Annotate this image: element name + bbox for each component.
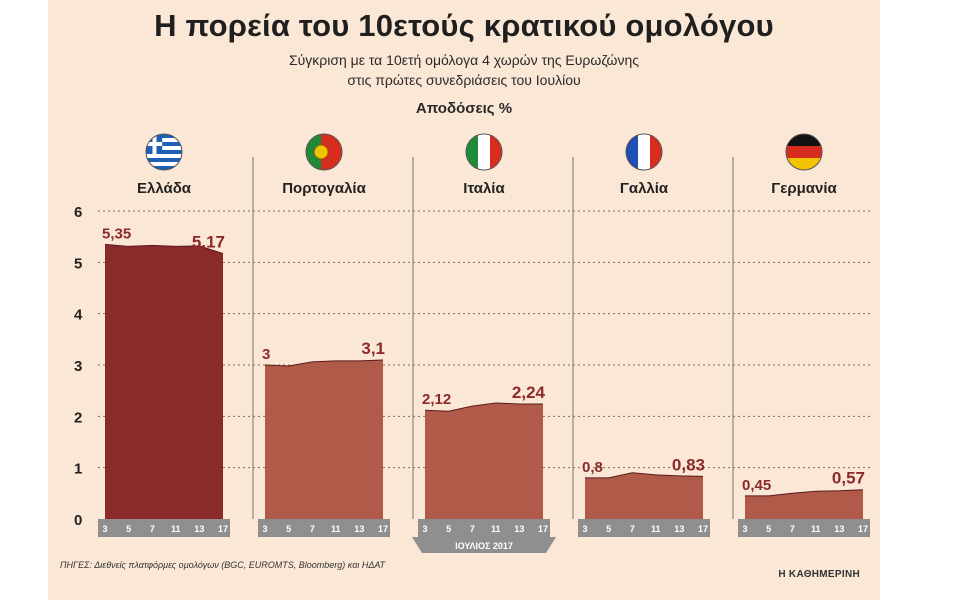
series-line: [264, 359, 384, 367]
series-name: Γαλλία: [620, 180, 669, 197]
end-value-label: 3,1: [361, 339, 385, 358]
x-tick-label: 13: [674, 524, 684, 534]
start-value-label: 0,8: [582, 459, 603, 476]
start-value-label: 0,45: [742, 477, 771, 494]
x-tick-label: 11: [651, 524, 661, 534]
y-tick-label: 2: [74, 409, 82, 426]
start-value-label: 5,35: [102, 225, 131, 242]
x-tick-label: 7: [150, 524, 155, 534]
end-value-label: 2,24: [512, 383, 546, 402]
series-line: [104, 243, 224, 255]
x-tick-label: 7: [630, 524, 635, 534]
x-tick-label: 3: [422, 524, 427, 534]
x-tick-label: 13: [834, 524, 844, 534]
x-tick-label: 3: [742, 524, 747, 534]
x-axis-band: [738, 519, 870, 537]
x-tick-label: 5: [126, 524, 131, 534]
x-tick-label: 13: [514, 524, 524, 534]
series-name: Πορτογαλία: [282, 180, 366, 197]
end-value-label: 0,83: [672, 455, 705, 474]
series-name: Γερμανία: [771, 180, 837, 197]
area-5: [745, 489, 863, 519]
x-tick-label: 7: [310, 524, 315, 534]
x-axis-band: [258, 519, 390, 537]
y-tick-label: 1: [74, 461, 82, 478]
x-tick-label: 13: [354, 524, 364, 534]
x-tick-label: 5: [766, 524, 771, 534]
x-tick-label: 3: [582, 524, 587, 534]
x-tick-label: 17: [218, 524, 228, 534]
x-tick-label: 5: [446, 524, 451, 534]
x-tick-label: 17: [858, 524, 868, 534]
x-axis-label: ΙΟΥΛΙΟΣ 2017: [455, 541, 513, 551]
y-tick-label: 4: [74, 307, 83, 324]
x-tick-label: 11: [331, 524, 341, 534]
x-tick-label: 7: [470, 524, 475, 534]
start-value-label: 2,12: [422, 391, 451, 408]
area-3: [425, 403, 543, 519]
publisher-brand: Η ΚΑΘΗΜΕΡΙΝΗ: [778, 569, 860, 580]
chart-subtitle-line1: Σύγκριση με τα 10ετή ομόλογα 4 χωρών της…: [288, 52, 640, 68]
x-axis-band: [418, 519, 550, 537]
end-value-label: 5,17: [192, 233, 225, 252]
y-tick-label: 3: [74, 358, 82, 375]
x-tick-label: 11: [811, 524, 821, 534]
area-1: [105, 244, 223, 519]
x-tick-label: 5: [286, 524, 291, 534]
y-tick-label: 5: [74, 255, 82, 272]
greece-flag: [145, 133, 183, 171]
y-tick-label: 6: [74, 204, 82, 221]
series-line: [424, 402, 543, 412]
x-tick-label: 11: [171, 524, 181, 534]
y-tick-label: 0: [74, 512, 82, 529]
unit-label: Αποδόσεις %: [415, 100, 513, 117]
chart-subtitle-line2: στις πρώτες συνεδριάσεις του Ιουλίου: [347, 72, 581, 88]
series-line: [585, 472, 704, 479]
x-tick-label: 17: [378, 524, 388, 534]
x-tick-label: 7: [790, 524, 795, 534]
area-4: [585, 472, 703, 519]
x-tick-label: 13: [194, 524, 204, 534]
series-name: Ιταλία: [463, 180, 505, 197]
chart-title: Η πορεία του 10ετούς κρατικού ομολόγου: [154, 8, 774, 43]
france-flag: [625, 133, 663, 171]
start-value-label: 3: [262, 346, 270, 363]
x-tick-label: 5: [606, 524, 611, 534]
series-line: [745, 489, 864, 497]
x-tick-label: 3: [262, 524, 267, 534]
x-tick-label: 17: [698, 524, 708, 534]
x-axis-month-tab: [412, 537, 556, 553]
x-tick-label: 17: [538, 524, 548, 534]
portugal-flag: [305, 133, 343, 171]
area-2: [265, 359, 383, 519]
x-axis-band: [98, 519, 230, 537]
italy-flag: [465, 133, 503, 171]
x-axis-band: [578, 519, 710, 537]
x-tick-label: 11: [491, 524, 501, 534]
source-note: ΠΗΓΕΣ: Διεθνείς πλατφόρμες ομολόγων (BGC…: [60, 560, 385, 570]
x-tick-label: 3: [102, 524, 107, 534]
end-value-label: 0,57: [832, 469, 865, 488]
germany-flag: [785, 133, 823, 171]
series-name: Ελλάδα: [137, 180, 192, 197]
